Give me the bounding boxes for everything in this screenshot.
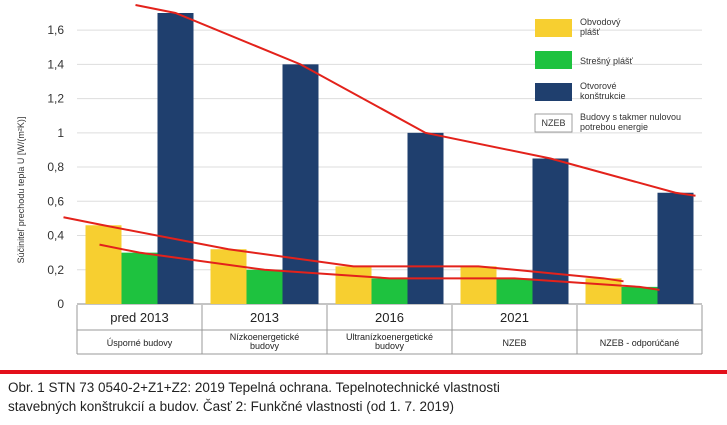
category-year: 2021	[500, 310, 529, 325]
y-tick-label: 0	[57, 297, 64, 311]
caption-divider	[0, 370, 727, 374]
category-label: Ultranízkoenergetické	[346, 332, 433, 342]
legend-swatch-obvodovy	[535, 19, 572, 37]
legend-label-obvodovy-2: plášť	[580, 27, 601, 37]
legend-nzeb-desc: Budovy s takmer nulovou	[580, 112, 681, 122]
y-tick-label: 0,2	[47, 263, 64, 277]
y-tick-label: 0,4	[47, 229, 64, 243]
y-tick-label: 0,6	[47, 194, 64, 208]
figure-caption: Obr. 1 STN 73 0540-2+Z1+Z2: 2019 Tepelná…	[8, 378, 723, 416]
bar	[335, 266, 372, 304]
y-tick-label: 1,2	[47, 92, 64, 106]
category-label: Nízkoenergetické	[230, 332, 300, 342]
trend-line	[99, 243, 660, 291]
bar	[621, 286, 658, 304]
trend-line	[63, 216, 624, 283]
category-year: 2016	[375, 310, 404, 325]
category-label-2: budovy	[375, 341, 405, 351]
category-table: pred 2013 Úsporné budovy 2013 Nízkoenergeti…	[76, 305, 703, 355]
legend: Obvodový plášť Strešný plášť Otvorové ko…	[534, 17, 681, 133]
y-axis-label: Súčiniteľ prechodu tepla U [W/(m²K)]	[16, 117, 26, 264]
legend-label-otvorove: Otvorové	[580, 81, 617, 91]
bar	[585, 278, 622, 304]
legend-nzeb-badge-text: NZEB	[541, 118, 565, 128]
category-year: 2013	[250, 310, 279, 325]
y-tick-label: 1,6	[47, 23, 64, 37]
category-label: NZEB	[502, 338, 526, 348]
category-label: NZEB - odporúčané	[600, 338, 680, 348]
bar	[121, 252, 158, 304]
trend-line	[135, 4, 696, 197]
y-tick-label: 1,4	[47, 57, 64, 71]
bar	[657, 192, 694, 304]
y-tick-label: 0,8	[47, 160, 64, 174]
caption-line-1: Obr. 1 STN 73 0540-2+Z1+Z2: 2019 Tepelná…	[8, 380, 500, 395]
legend-swatch-otvorove	[535, 83, 572, 101]
bar-chart: 0 0,2 0,4 0,6 0,8 1 1,2 1,4 1,6 pred 2013 Úsporné…	[16, 4, 703, 355]
legend-label-stresny: Strešný plášť	[580, 56, 634, 66]
legend-label-otvorove-2: konštrukcie	[580, 91, 626, 101]
bar	[157, 13, 194, 304]
bar	[407, 132, 444, 304]
y-axis: 0 0,2 0,4 0,6 0,8 1 1,2 1,4 1,6	[47, 23, 64, 311]
legend-nzeb-badge	[534, 113, 573, 133]
bars	[85, 13, 694, 305]
category-year: pred 2013	[110, 310, 169, 325]
category-label: Úsporné budovy	[107, 338, 173, 348]
trend-lines	[63, 4, 696, 291]
bar	[210, 249, 247, 304]
bar	[246, 269, 283, 304]
legend-swatch-stresny	[535, 51, 572, 69]
legend-label-obvodovy: Obvodový	[580, 17, 621, 27]
y-tick-label: 1	[57, 126, 64, 140]
legend-nzeb-desc-2: potrebou energie	[580, 122, 648, 132]
bar	[371, 278, 408, 304]
category-label-2: budovy	[250, 341, 280, 351]
bar	[85, 225, 122, 304]
caption-line-2: stavebných konštrukcií a budov. Časť 2: …	[8, 399, 455, 414]
bar	[282, 64, 319, 305]
bar	[460, 266, 497, 304]
bar	[496, 278, 533, 304]
